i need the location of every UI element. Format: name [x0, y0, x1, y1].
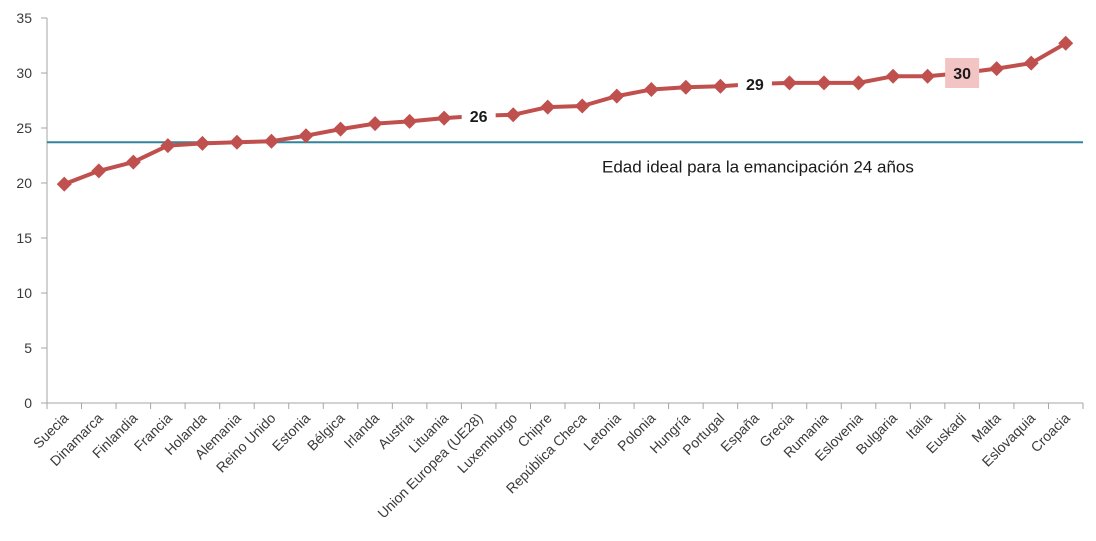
data-point-grecia [781, 75, 797, 91]
y-tick-label: 35 [16, 10, 32, 26]
data-point-croacia [1058, 35, 1074, 51]
y-tick-label: 5 [24, 340, 32, 356]
data-point-irlanda [367, 116, 383, 132]
x-tick-label: Estonia [269, 410, 313, 454]
data-point-hungr-a [678, 79, 694, 95]
data-point-letonia [609, 88, 625, 104]
data-point-bulgaria [885, 68, 901, 84]
data-point-austria [402, 113, 418, 129]
y-tick-label: 15 [16, 230, 32, 246]
data-label-background [461, 100, 496, 131]
data-point-dinamarca [91, 163, 107, 179]
x-tick-label: Irlanda [341, 410, 383, 452]
data-point-finlandia [125, 154, 141, 170]
data-point-suecia [56, 176, 72, 192]
x-tick-label: España [717, 410, 762, 455]
y-tick-label: 10 [16, 285, 32, 301]
y-tick-label: 25 [16, 120, 32, 136]
data-point-eslovenia [851, 75, 867, 91]
data-labels-group: 26 29 30 [461, 58, 980, 131]
y-axis-ticks: 0 5 10 15 20 25 30 35 [16, 10, 47, 411]
data-point-chipre [540, 99, 556, 115]
data-point-reino-unido [263, 133, 279, 149]
data-point-malta [989, 61, 1005, 77]
data-point-alemania [229, 134, 245, 150]
data-label-background [945, 58, 980, 88]
data-label: 26 [470, 109, 488, 126]
data-point-rep-blica-checa [574, 98, 590, 114]
data-point-holanda [194, 135, 210, 151]
x-tick-label: Croacia [1027, 410, 1073, 456]
y-tick-label: 0 [24, 395, 32, 411]
data-label: 29 [746, 77, 764, 94]
data-point-b-lgica [333, 121, 349, 137]
data-point-francia [160, 138, 176, 154]
y-tick-label: 20 [16, 175, 32, 191]
data-point-portugal [712, 78, 728, 94]
data-point-lituania [436, 110, 452, 126]
data-label: 30 [953, 66, 971, 83]
series-group [56, 35, 1074, 192]
x-tick-label: Bélgica [304, 410, 348, 454]
series-line [63, 41, 1067, 186]
data-point-eslovaquia [1023, 55, 1039, 71]
data-point-italia [920, 68, 936, 84]
data-point-luxemburgo [505, 107, 521, 123]
reference-line-label: Edad ideal para la emancipación 24 años [602, 157, 914, 176]
y-tick-label: 30 [16, 65, 32, 81]
data-point-rumania [816, 75, 832, 91]
data-point-estonia [298, 128, 314, 144]
data-label-background [737, 69, 772, 99]
x-axis-ticks: SueciaDinamarcaFinlandiaFranciaHolandaAl… [30, 403, 1084, 521]
data-point-polonia [643, 82, 659, 97]
